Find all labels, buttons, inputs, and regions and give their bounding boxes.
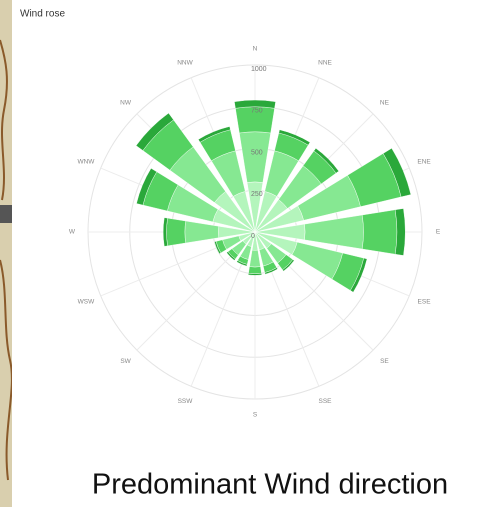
wind-segment xyxy=(136,168,158,206)
wind-segment xyxy=(236,260,248,267)
caption: Predominant Wind direction xyxy=(92,469,448,501)
direction-label: WSW xyxy=(78,299,95,306)
direction-label: NNW xyxy=(177,60,193,67)
wind-segment xyxy=(198,126,231,143)
wind-segment xyxy=(166,217,186,247)
direction-label: SSW xyxy=(178,398,194,405)
direction-label: SW xyxy=(120,358,131,365)
chart-title: Wind rose xyxy=(20,9,65,20)
wind-segment xyxy=(214,241,222,255)
direction-label: NE xyxy=(380,99,390,106)
wind-segment xyxy=(278,129,311,146)
wind-segment xyxy=(361,209,398,255)
direction-label: SSE xyxy=(319,398,333,405)
map-control xyxy=(0,205,12,223)
direction-label: N xyxy=(253,46,258,53)
direction-label: S xyxy=(253,412,258,419)
wind-segment xyxy=(264,267,278,275)
plot: N NNE NE ENE E ESE SE SSE S SSW SW WSW W WNW NW NNW 0 250… xyxy=(69,46,441,419)
direction-label: E xyxy=(436,229,441,236)
direction-label: NNE xyxy=(318,60,332,67)
r-tick-label: 250 xyxy=(251,191,263,198)
direction-label: SE xyxy=(380,358,389,365)
wind-segment xyxy=(135,112,174,151)
wind-segment xyxy=(248,266,262,274)
wind-segment xyxy=(162,217,168,247)
direction-label: WNW xyxy=(77,159,95,166)
wind-segment xyxy=(226,251,236,261)
map-road xyxy=(0,39,13,481)
wind-segment xyxy=(394,208,406,256)
direction-label: ESE xyxy=(418,299,432,306)
wind-segment xyxy=(234,99,276,109)
wind-segment xyxy=(350,257,368,293)
direction-label: ENE xyxy=(417,159,431,166)
r-tick-label: 500 xyxy=(251,149,263,156)
r-tick-label: 0 xyxy=(251,233,255,240)
r-tick-label: 1000 xyxy=(251,66,267,73)
direction-label: W xyxy=(69,229,76,236)
r-tick-label: 750 xyxy=(251,108,263,115)
wind-segment xyxy=(282,259,295,272)
wind-segment xyxy=(382,147,412,198)
wind-segment xyxy=(247,273,263,276)
wind-segment xyxy=(313,147,340,174)
direction-label: NW xyxy=(120,99,132,106)
